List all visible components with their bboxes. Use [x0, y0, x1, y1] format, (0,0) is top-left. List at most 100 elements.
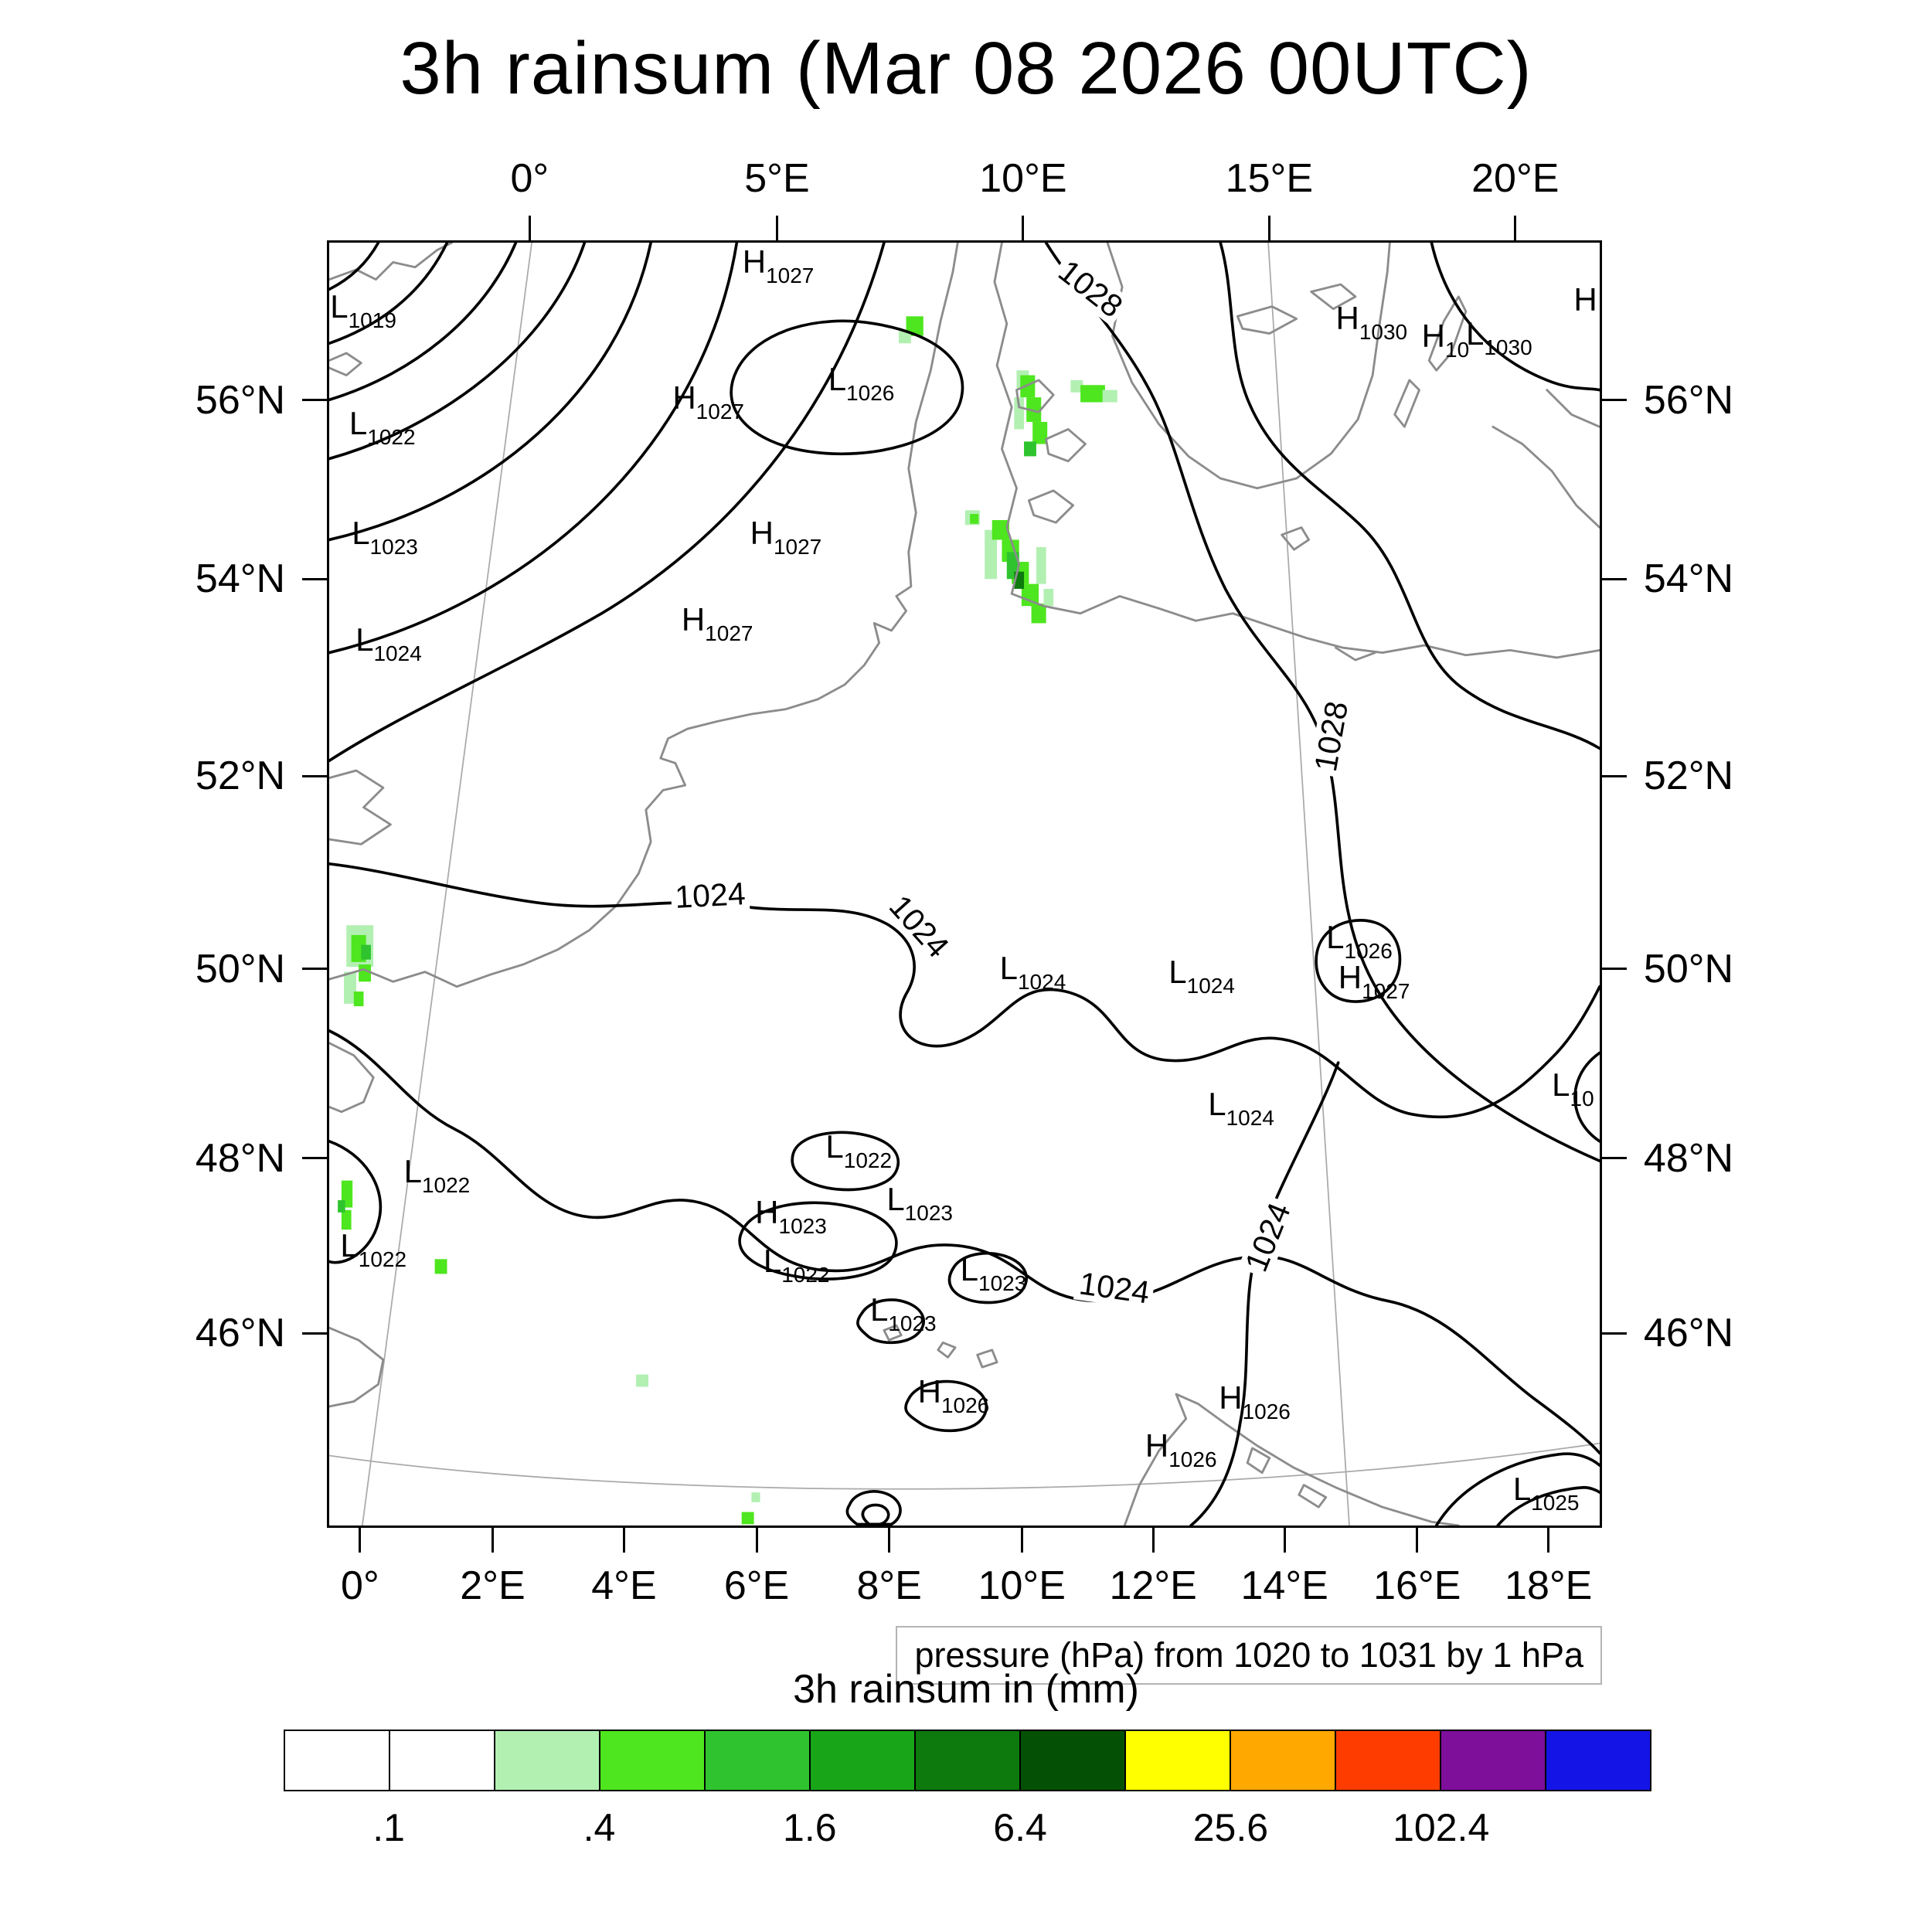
pressure-marker-L1030: L1030	[1465, 315, 1532, 358]
axis-label-left: 52°N	[195, 753, 286, 799]
contour-path	[329, 243, 449, 345]
rain-cell	[970, 514, 979, 524]
axis-tick-bottom	[492, 1528, 494, 1553]
axis-tick-right	[1602, 1157, 1627, 1160]
pressure-value: 1024	[1186, 974, 1235, 998]
rain-cell	[1024, 441, 1036, 457]
axis-label-bottom: 10°E	[978, 1563, 1066, 1608]
axis-label-top: 0°	[510, 156, 549, 201]
pressure-marker-H1026: H1026	[1145, 1429, 1217, 1470]
pressure-marker-H1023: H1023	[755, 1193, 827, 1236]
contour-path	[1430, 243, 1600, 392]
graticule-path	[329, 1442, 1600, 1490]
pressure-letter: H	[755, 1193, 779, 1230]
pressure-value: 1030	[1359, 319, 1408, 344]
axis-tick-left	[302, 774, 327, 777]
rain-cell	[344, 971, 356, 1004]
axis-label-top: 10°E	[979, 156, 1067, 201]
axis-tick-left	[302, 399, 327, 402]
colorbar-tick-label: .4	[583, 1806, 616, 1849]
axis-label-bottom: 4°E	[591, 1563, 657, 1608]
contour-path	[1315, 919, 1402, 1003]
pressure-letter: H	[750, 515, 774, 552]
pressure-letter: L	[1208, 1086, 1226, 1123]
rain-cell	[1070, 379, 1083, 393]
pressure-marker-L10: L10	[1552, 1069, 1594, 1110]
axis-label-top: 5°E	[744, 156, 810, 201]
axis-tick-bottom	[1416, 1528, 1419, 1553]
pressure-marker-H1026: H1026	[1219, 1379, 1291, 1423]
coastline-path	[1298, 1484, 1328, 1509]
pressure-letter: L	[352, 515, 370, 552]
coastline-path	[1236, 305, 1298, 335]
graticule-path	[1267, 243, 1350, 1526]
pressure-letter: L	[763, 1242, 782, 1279]
pressure-letter: L	[1512, 1471, 1532, 1508]
rain-cell	[985, 529, 998, 580]
coastline-path	[1427, 295, 1468, 372]
pressure-value: 1027	[696, 399, 744, 423]
rain-cell	[636, 1374, 648, 1387]
pressure-letter: L	[403, 1152, 422, 1189]
coastline-path	[329, 769, 392, 845]
rain-cell	[899, 331, 911, 344]
colorbar-box	[390, 1730, 495, 1791]
axis-tick-right	[1602, 968, 1627, 971]
rain-cell	[341, 1209, 352, 1230]
pressure-value: 1023	[369, 535, 418, 560]
pressure-value: 1024	[1226, 1106, 1274, 1131]
rain-cell	[1036, 546, 1046, 584]
pressure-letter: H	[742, 243, 767, 280]
rain-cell	[1021, 583, 1039, 607]
pressure-value: 1026	[1242, 1400, 1291, 1424]
map-canvas	[329, 243, 1600, 1526]
colorbar-box	[1336, 1730, 1441, 1791]
axis-tick-top	[1267, 216, 1270, 240]
rain-cell	[338, 1200, 345, 1213]
colorbar-box	[706, 1730, 811, 1791]
pressure-value: 1019	[348, 308, 396, 332]
pressure-value: 1024	[373, 641, 422, 666]
axis-tick-right	[1602, 1332, 1627, 1335]
axis-label-bottom: 18°E	[1505, 1563, 1593, 1608]
coastline-path	[1546, 389, 1600, 428]
axis-tick-left	[302, 577, 327, 580]
coastline-path	[329, 243, 454, 281]
pressure-marker-L1023: L1023	[961, 1253, 1027, 1294]
coastline-path	[1246, 1447, 1271, 1475]
contour-path	[861, 1503, 890, 1526]
coastlines	[329, 243, 1600, 1526]
coastline-path	[1015, 379, 1055, 413]
coastline-path	[976, 1349, 998, 1369]
contour-path	[856, 1298, 925, 1345]
pressure-value: 1027	[1362, 978, 1410, 1003]
pressure-letter: H	[1338, 958, 1362, 995]
coastline-path	[329, 352, 362, 376]
axis-tick-top	[528, 216, 531, 240]
pressure-letter: L	[828, 361, 847, 398]
axis-tick-bottom	[1547, 1528, 1550, 1553]
colorbar-box	[811, 1730, 916, 1791]
pressure-letter: H	[1335, 299, 1359, 336]
axis-label-bottom: 0°	[341, 1563, 379, 1608]
axis-tick-top	[1022, 216, 1025, 240]
rain-cell	[992, 520, 1009, 540]
pressure-letter: L	[886, 1180, 905, 1217]
pressure-marker-L1022: L1022	[825, 1130, 892, 1171]
axis-label-left: 54°N	[195, 556, 286, 602]
pressure-value: 10	[1570, 1087, 1594, 1111]
pressure-letter: L	[1465, 315, 1485, 352]
coastline-path	[1492, 425, 1600, 529]
pressure-letter: H	[1219, 1379, 1243, 1417]
colorbar-tick-label: 6.4	[993, 1806, 1047, 1849]
colorbar-tick-label: .1	[372, 1806, 405, 1849]
pressure-value: 1022	[367, 424, 416, 449]
axis-tick-bottom	[755, 1528, 758, 1553]
contour-path	[738, 1201, 898, 1281]
axis-label-left: 56°N	[195, 377, 286, 423]
coastline-path	[1281, 526, 1310, 551]
graticule-path	[362, 243, 532, 1526]
contour-path	[1573, 1051, 1600, 1143]
axis-label-bottom: 6°E	[723, 1563, 790, 1608]
